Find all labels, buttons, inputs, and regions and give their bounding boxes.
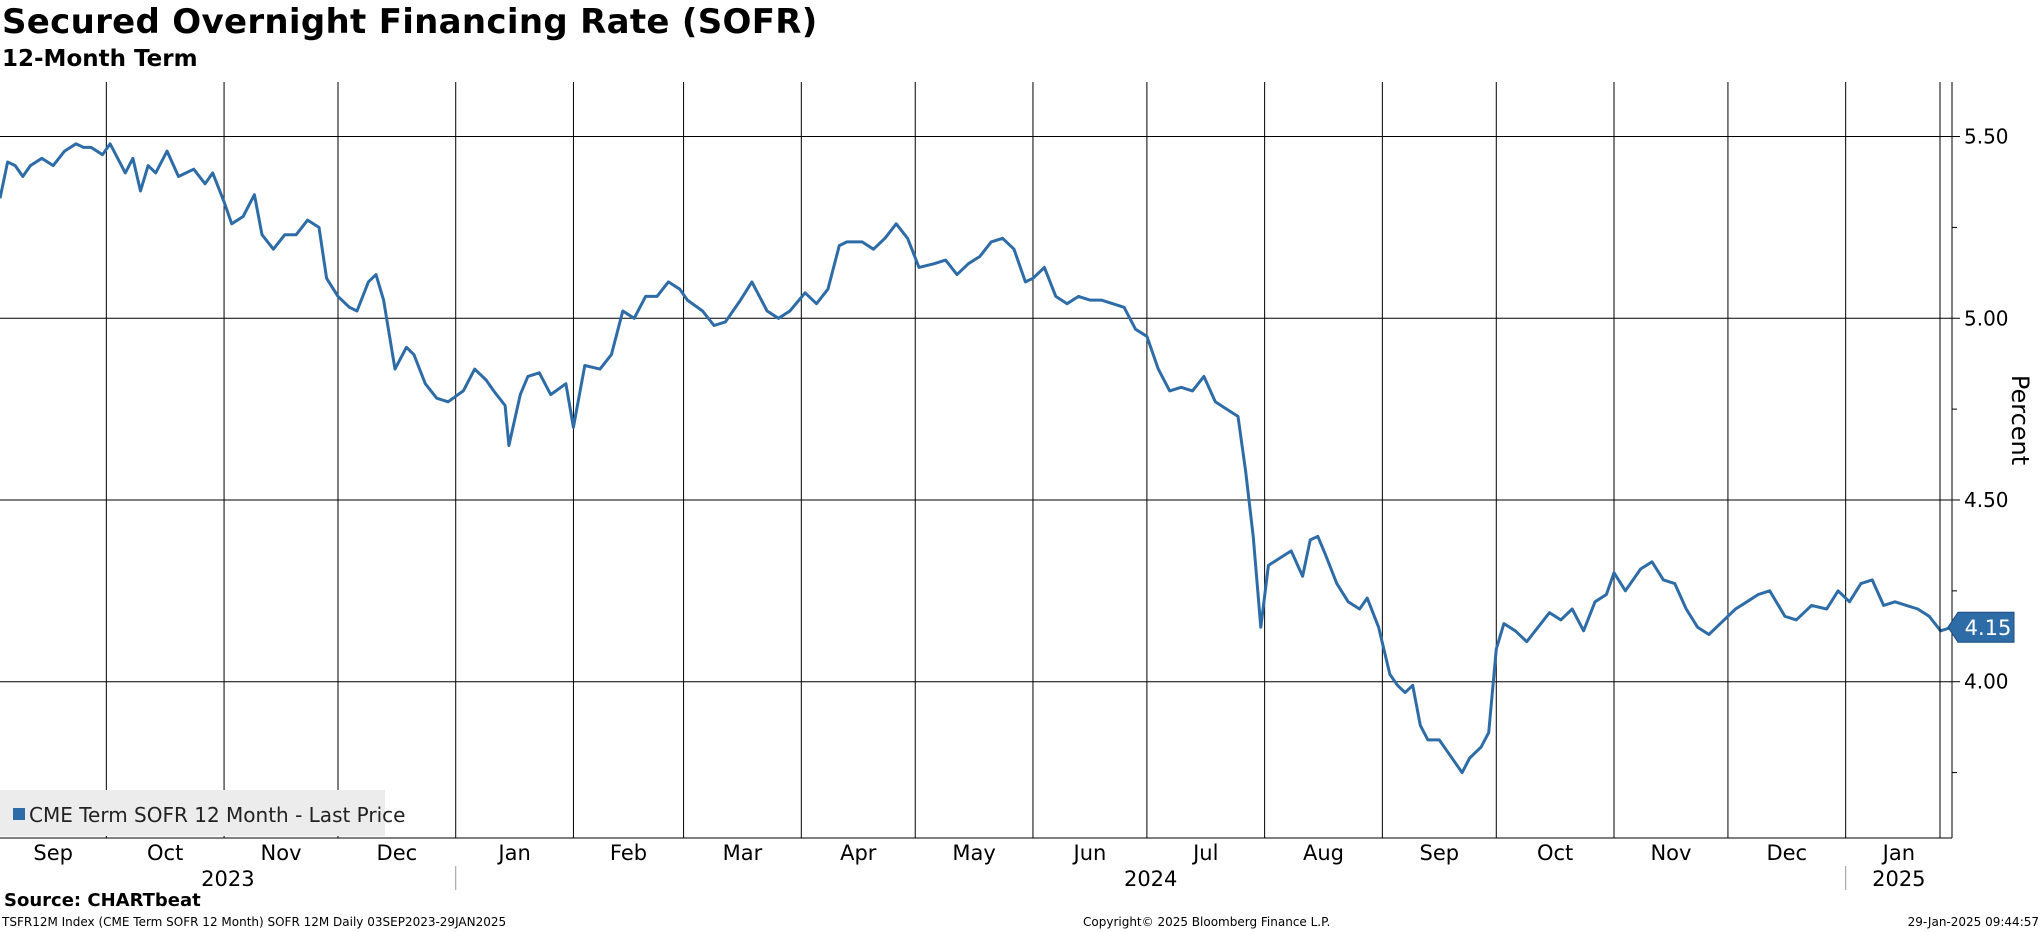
x-tick-label-month: Sep (33, 841, 73, 865)
x-tick-label-month: Jul (1191, 841, 1218, 865)
x-tick-label-month: Sep (1420, 841, 1460, 865)
source-note: Source: CHARTbeat (4, 890, 201, 911)
timestamp: 29-Jan-2025 09:44:57 (1907, 915, 2039, 929)
legend-swatch (13, 808, 25, 820)
x-tick-label-month: Jun (1072, 841, 1107, 865)
x-tick-label-month: Dec (1766, 841, 1807, 865)
series-line (0, 142, 1953, 775)
y-tick-label: 4.50 (1964, 488, 2009, 512)
x-tick-label-month: Jan (1881, 841, 1915, 865)
x-tick-label-month: Feb (610, 841, 647, 865)
x-tick-label-month: Aug (1303, 841, 1344, 865)
ticker-info: TSFR12M Index (CME Term SOFR 12 Month) S… (2, 915, 507, 929)
chart-subtitle: 12-Month Term (2, 46, 198, 72)
y-axis-title: Percent (2006, 375, 2034, 465)
x-tick-label-month: Mar (723, 841, 763, 865)
series-layer (0, 142, 1953, 775)
x-tick-label-month: Oct (147, 841, 183, 865)
x-tick-label-month: Oct (1537, 841, 1573, 865)
axis-layer: 4.00 4.50 5.00 5.50 Percent Sep Oct Nov Dec Jan Fe… (0, 82, 2034, 890)
chart-title: Secured Overnight Financing Rate (SOFR) (2, 2, 818, 42)
x-tick-label-month: Dec (377, 841, 418, 865)
y-tick-label: 5.00 (1964, 306, 2009, 330)
x-tick-label-year: 2025 (1872, 867, 1925, 890)
copyright-note: Copyright© 2025 Bloomberg Finance L.P. (1083, 915, 1331, 929)
legend-box (0, 790, 385, 836)
last-value-tag (1947, 611, 2015, 643)
y-tick-label: 5.50 (1964, 125, 2009, 149)
y-tick-label: 4.00 (1964, 670, 2009, 694)
legend-layer: CME Term SOFR 12 Month - Last Price (0, 790, 405, 836)
x-tick-label-month: Apr (840, 841, 877, 865)
x-tick-label-month: Nov (1650, 841, 1691, 865)
legend-label: CME Term SOFR 12 Month - Last Price (29, 803, 405, 827)
x-tick-label-month: May (952, 841, 995, 865)
x-tick-label-year: 2024 (1124, 867, 1177, 890)
grid-layer (0, 82, 1952, 838)
sofr-line-chart: 4.00 4.50 5.00 5.50 Percent Sep Oct Nov Dec Jan Fe… (0, 82, 2034, 890)
x-tick-label-month: Nov (261, 841, 302, 865)
x-tick-label-year: 2023 (201, 867, 254, 890)
x-tick-label-month: Jan (496, 841, 530, 865)
last-value-label: 4.15 (1965, 616, 2012, 640)
